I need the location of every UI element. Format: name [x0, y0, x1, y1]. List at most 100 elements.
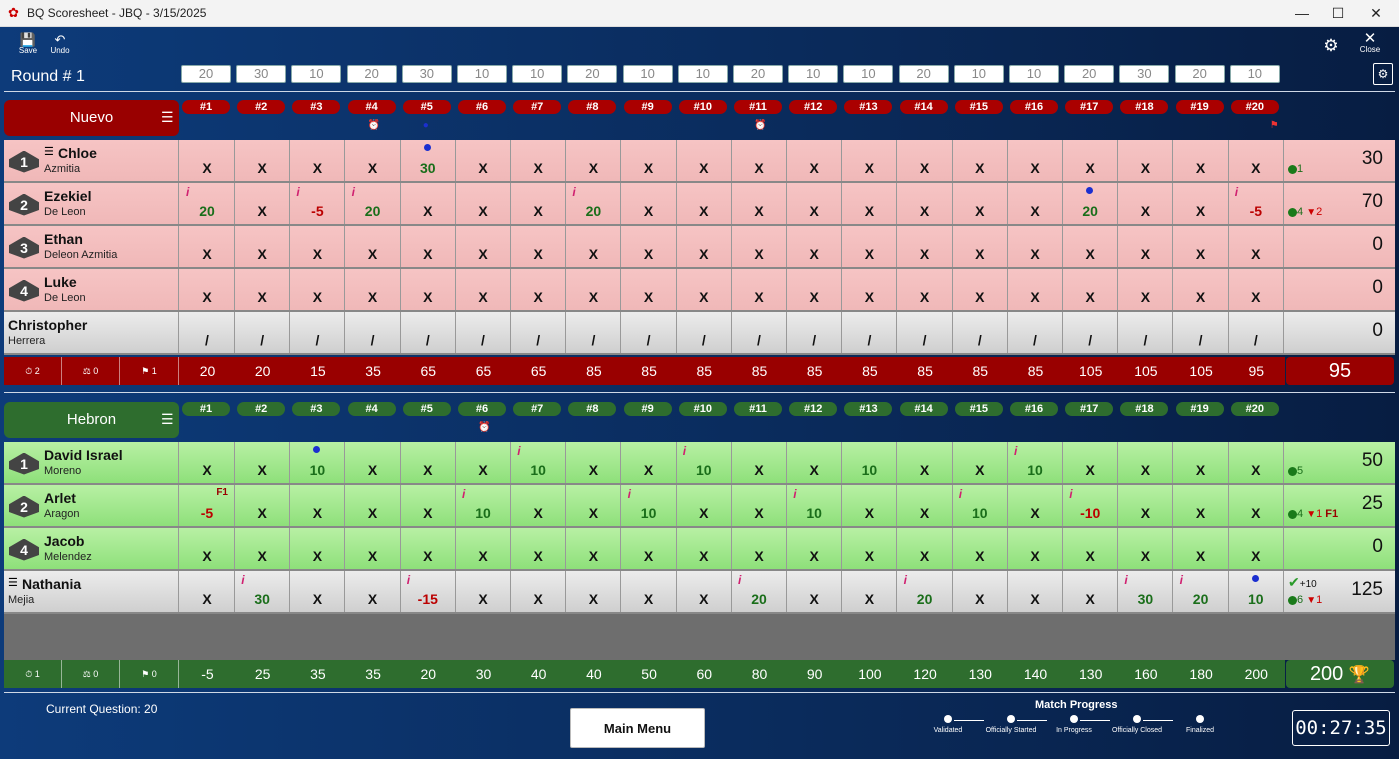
- score-cell[interactable]: X: [180, 269, 235, 310]
- score-cell[interactable]: /: [566, 312, 622, 353]
- roster-settings-icon[interactable]: ⚙: [1373, 63, 1393, 85]
- score-cell[interactable]: X: [235, 442, 291, 483]
- score-cell[interactable]: X: [235, 140, 291, 181]
- question-value-box[interactable]: 20: [346, 65, 397, 83]
- score-cell[interactable]: i 20: [732, 571, 787, 612]
- score-cell[interactable]: X: [1008, 571, 1063, 612]
- score-cell[interactable]: X: [1118, 140, 1174, 181]
- question-header[interactable]: #2: [237, 100, 286, 114]
- question-value-box[interactable]: 10: [1229, 65, 1280, 83]
- score-cell[interactable]: X: [842, 140, 898, 181]
- score-cell[interactable]: X: [1008, 485, 1063, 526]
- question-header[interactable]: #20: [1230, 402, 1279, 416]
- score-cell[interactable]: X: [842, 528, 898, 569]
- score-cell[interactable]: X: [180, 226, 235, 267]
- score-cell[interactable]: X: [842, 571, 898, 612]
- score-cell[interactable]: X: [401, 226, 456, 267]
- score-cell[interactable]: /: [511, 312, 567, 353]
- score-cell[interactable]: X: [1229, 528, 1284, 569]
- score-cell[interactable]: X: [1118, 183, 1174, 224]
- question-header[interactable]: #14: [899, 402, 948, 416]
- score-cell[interactable]: X: [732, 442, 787, 483]
- score-cell[interactable]: X: [566, 442, 622, 483]
- question-value-box[interactable]: 30: [1119, 65, 1170, 83]
- score-cell[interactable]: X: [898, 226, 953, 267]
- score-cell[interactable]: X: [401, 269, 456, 310]
- score-cell[interactable]: X: [235, 485, 291, 526]
- score-cell[interactable]: X: [566, 485, 622, 526]
- score-cell[interactable]: X: [456, 442, 511, 483]
- score-cell[interactable]: i -15: [401, 571, 456, 612]
- score-cell[interactable]: X: [290, 571, 346, 612]
- question-header[interactable]: #1: [182, 402, 230, 416]
- player-name-cell[interactable]: ☰ Nathania Mejia: [4, 571, 179, 612]
- score-cell[interactable]: X: [1063, 269, 1119, 310]
- score-cell[interactable]: X: [953, 183, 1008, 224]
- question-header[interactable]: #8: [568, 402, 617, 416]
- player-name-cell[interactable]: 4 Jacob Melendez: [4, 528, 179, 569]
- score-cell[interactable]: X: [842, 485, 898, 526]
- player-name-cell[interactable]: 3 Ethan Deleon Azmitia: [4, 226, 179, 267]
- score-cell[interactable]: X: [1118, 226, 1174, 267]
- question-value-box[interactable]: 10: [512, 65, 563, 83]
- score-cell[interactable]: /: [290, 312, 346, 353]
- score-cell[interactable]: X: [1008, 528, 1063, 569]
- score-cell[interactable]: X: [1229, 442, 1284, 483]
- score-cell[interactable]: X: [566, 571, 622, 612]
- question-header[interactable]: #11: [734, 100, 782, 114]
- score-cell[interactable]: X: [1229, 485, 1284, 526]
- team-menu-icon[interactable]: ☰: [161, 109, 174, 125]
- score-cell[interactable]: /: [235, 312, 291, 353]
- score-cell[interactable]: /: [1174, 312, 1229, 353]
- player-name-cell[interactable]: 1 ☰ Chloe Azmitia: [4, 140, 179, 181]
- score-cell[interactable]: X: [732, 528, 787, 569]
- score-cell[interactable]: /: [953, 312, 1008, 353]
- score-cell[interactable]: i -5: [290, 183, 346, 224]
- score-cell[interactable]: i 20: [898, 571, 953, 612]
- score-cell[interactable]: i 20: [180, 183, 235, 224]
- question-header[interactable]: #16: [1010, 100, 1058, 114]
- question-header[interactable]: #5: [402, 100, 451, 114]
- score-cell[interactable]: X: [677, 571, 732, 612]
- score-cell[interactable]: i 30: [235, 571, 291, 612]
- score-cell[interactable]: X: [898, 269, 953, 310]
- score-cell[interactable]: X: [290, 528, 346, 569]
- score-cell[interactable]: X: [511, 269, 567, 310]
- score-cell[interactable]: X: [787, 528, 843, 569]
- question-header[interactable]: #4: [347, 100, 396, 114]
- fouls-stat[interactable]: ⚑ 1: [120, 357, 179, 385]
- score-cell[interactable]: X: [677, 528, 732, 569]
- question-header[interactable]: #19: [1175, 402, 1224, 416]
- question-header[interactable]: #12: [789, 100, 838, 114]
- timeouts-stat[interactable]: ⏱ 2: [4, 357, 62, 385]
- fouls-stat[interactable]: ⚑ 0: [120, 660, 179, 688]
- score-cell[interactable]: X: [1008, 269, 1063, 310]
- score-cell[interactable]: X: [622, 571, 677, 612]
- score-cell[interactable]: i 30: [1118, 571, 1174, 612]
- score-cell[interactable]: X: [732, 140, 787, 181]
- score-cell[interactable]: X: [235, 226, 291, 267]
- score-cell[interactable]: i 10: [456, 485, 511, 526]
- score-cell[interactable]: X: [1063, 528, 1119, 569]
- score-cell[interactable]: X: [1063, 442, 1119, 483]
- question-header[interactable]: #9: [623, 100, 672, 114]
- score-cell[interactable]: X: [1008, 226, 1063, 267]
- question-value-box[interactable]: 20: [733, 65, 783, 83]
- question-header[interactable]: #6: [458, 100, 506, 114]
- score-cell[interactable]: X: [677, 269, 732, 310]
- question-header[interactable]: #12: [789, 402, 838, 416]
- question-value-box[interactable]: 10: [1009, 65, 1059, 83]
- gear-icon[interactable]: ⚙: [1323, 36, 1339, 55]
- player-name-cell[interactable]: 2 Arlet Aragon: [4, 485, 179, 526]
- score-cell[interactable]: X: [622, 528, 677, 569]
- question-header[interactable]: #17: [1065, 402, 1114, 416]
- score-cell[interactable]: X: [290, 485, 346, 526]
- question-value-box[interactable]: 20: [1174, 65, 1225, 83]
- question-value-box[interactable]: 10: [291, 65, 342, 83]
- score-cell[interactable]: X: [622, 269, 677, 310]
- score-cell[interactable]: X: [953, 571, 1008, 612]
- score-cell[interactable]: X: [732, 485, 787, 526]
- question-header[interactable]: #4: [347, 402, 396, 416]
- score-cell[interactable]: /: [456, 312, 511, 353]
- score-cell[interactable]: X: [842, 183, 898, 224]
